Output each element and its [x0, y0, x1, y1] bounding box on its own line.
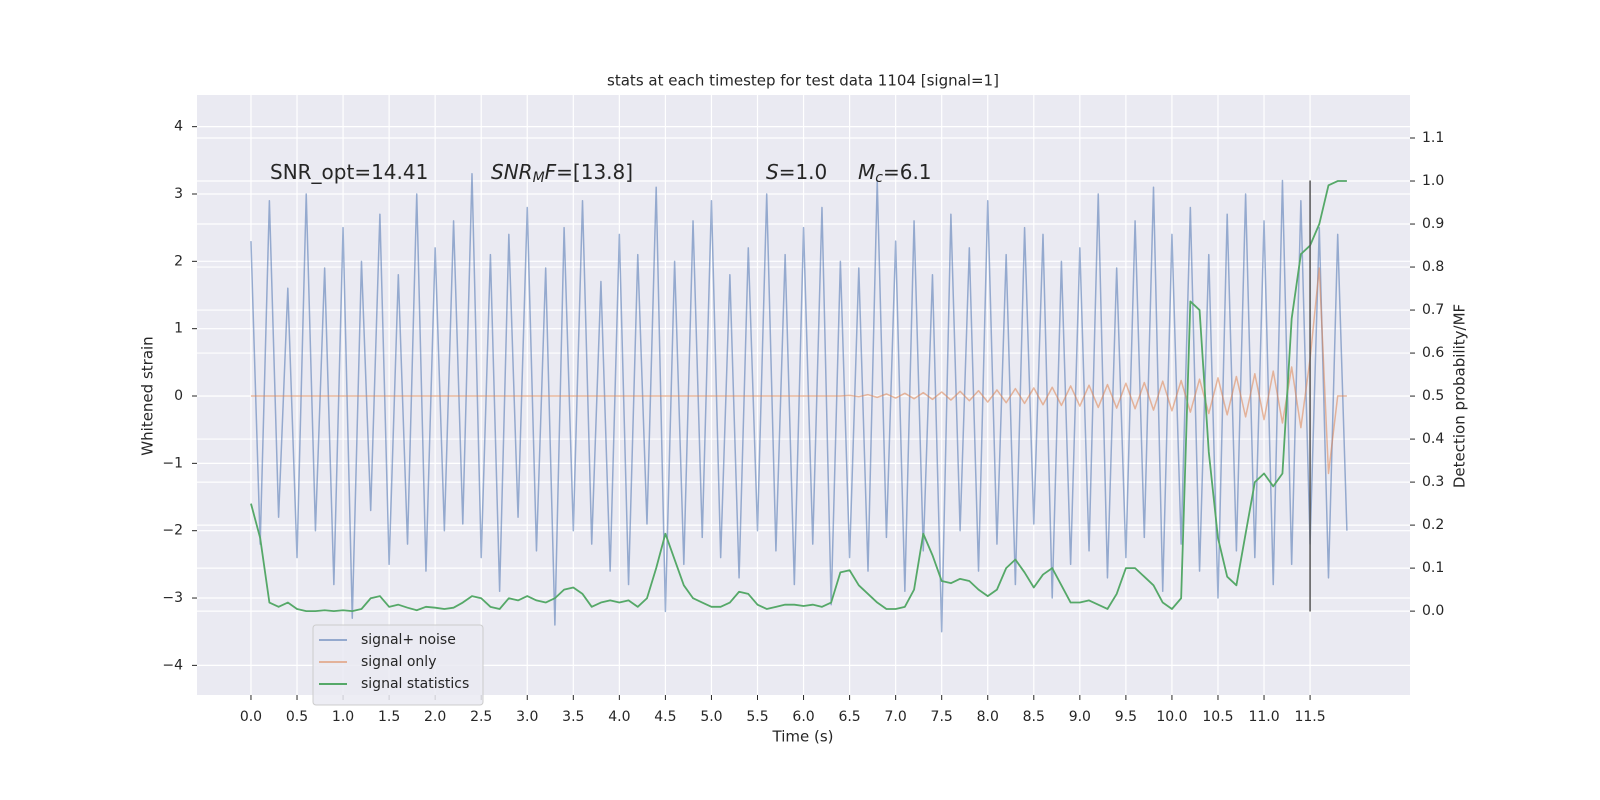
x-tick-label: 7.0 — [885, 709, 907, 725]
y2-tick-label: 0.0 — [1422, 603, 1444, 619]
x-tick-label: 2.5 — [470, 709, 492, 725]
y-tick-label: −2 — [162, 523, 183, 539]
y-tick-label: −3 — [162, 590, 183, 606]
y2-tick-label: 0.5 — [1422, 388, 1444, 404]
x-tick-label: 11.0 — [1248, 709, 1279, 725]
x-tick-label: 10.5 — [1202, 709, 1233, 725]
annotation-text: =6.1 — [883, 160, 932, 184]
annotation: S=1.0 — [766, 160, 827, 184]
y2-tick-label: 0.4 — [1422, 431, 1444, 447]
x-tick-label: 4.5 — [654, 709, 676, 725]
annotation-text: S — [766, 160, 779, 184]
annotation: SNR_opt=14.41 — [270, 160, 428, 184]
x-tick-label: 6.5 — [838, 709, 860, 725]
series-line — [250, 180, 1347, 613]
annotation: SNRMF=[13.8] — [491, 160, 633, 187]
x-tick-label: 6.0 — [792, 709, 814, 725]
y-tick-label: 0 — [174, 388, 183, 404]
annotation-text: M — [858, 160, 875, 184]
annotation-text: =[13.8] — [556, 160, 633, 184]
y2-tick-label: 0.2 — [1422, 517, 1444, 533]
y2-tick-label: 1.0 — [1422, 173, 1444, 189]
chart-title: stats at each timestep for test data 110… — [607, 72, 999, 90]
series-line — [250, 173, 1348, 633]
x-tick-label: 5.0 — [700, 709, 722, 725]
legend-box — [312, 624, 484, 706]
x-tick-label: 0.5 — [286, 709, 308, 725]
y-tick-label: 1 — [174, 321, 183, 337]
x-tick-label: 10.0 — [1156, 709, 1187, 725]
legend-label: signal only — [361, 654, 436, 670]
x-axis-label: Time (s) — [772, 728, 834, 746]
plot-layer — [197, 95, 1410, 695]
x-tick-label: 1.0 — [332, 709, 354, 725]
legend-label: signal statistics — [361, 676, 469, 692]
ticks: 0.0 0.5 1.0 1.5 2.0 2.5 3.0 3.5 4.0 4.5 5.0 5.5 6.0 6… — [162, 119, 1444, 725]
x-tick-label: 11.5 — [1294, 709, 1325, 725]
series-line — [250, 267, 1347, 475]
y2-tick-label: 0.3 — [1422, 474, 1444, 490]
x-tick-label: 2.0 — [424, 709, 446, 725]
y-tick-label: 2 — [174, 253, 183, 269]
x-tick-label: 8.0 — [977, 709, 999, 725]
x-tick-label: 8.5 — [1023, 709, 1045, 725]
y-tick-label: 4 — [174, 119, 183, 135]
x-tick-label: 5.5 — [746, 709, 768, 725]
x-tick-label: 4.0 — [608, 709, 630, 725]
y-tick-label: −1 — [162, 455, 183, 471]
y2-axis-label: Detection probability/MF — [1451, 304, 1469, 488]
y2-tick-label: 0.1 — [1422, 560, 1444, 576]
y2-tick-label: 0.9 — [1422, 216, 1444, 232]
x-tick-label: 7.5 — [931, 709, 953, 725]
y2-tick-label: 0.8 — [1422, 259, 1444, 275]
y-tick-label: 3 — [174, 186, 183, 202]
x-tick-label: 0.0 — [240, 709, 262, 725]
x-tick-label: 3.5 — [562, 709, 584, 725]
y2-tick-label: 0.6 — [1422, 345, 1444, 361]
annotation-text: F — [545, 160, 557, 184]
annotation-text: M — [533, 170, 545, 186]
annotation-text: SNR — [491, 160, 533, 184]
legend: signal+ noise signal only signal statistic… — [312, 624, 484, 706]
annotation-text: c — [875, 170, 883, 186]
y2-tick-label: 0.7 — [1422, 302, 1444, 318]
annotation-text: SNR_opt=14.41 — [270, 160, 428, 184]
annotation-text: =1.0 — [779, 160, 828, 184]
x-tick-label: 9.0 — [1069, 709, 1091, 725]
annotation: Mc=6.1 — [858, 160, 932, 187]
y-axis-label: Whitened strain — [139, 336, 157, 455]
x-tick-label: 1.5 — [378, 709, 400, 725]
legend-label: signal+ noise — [361, 632, 456, 648]
y-tick-label: −4 — [162, 657, 183, 673]
x-tick-label: 9.5 — [1115, 709, 1137, 725]
y2-tick-label: 1.1 — [1422, 130, 1444, 146]
x-tick-label: 3.0 — [516, 709, 538, 725]
